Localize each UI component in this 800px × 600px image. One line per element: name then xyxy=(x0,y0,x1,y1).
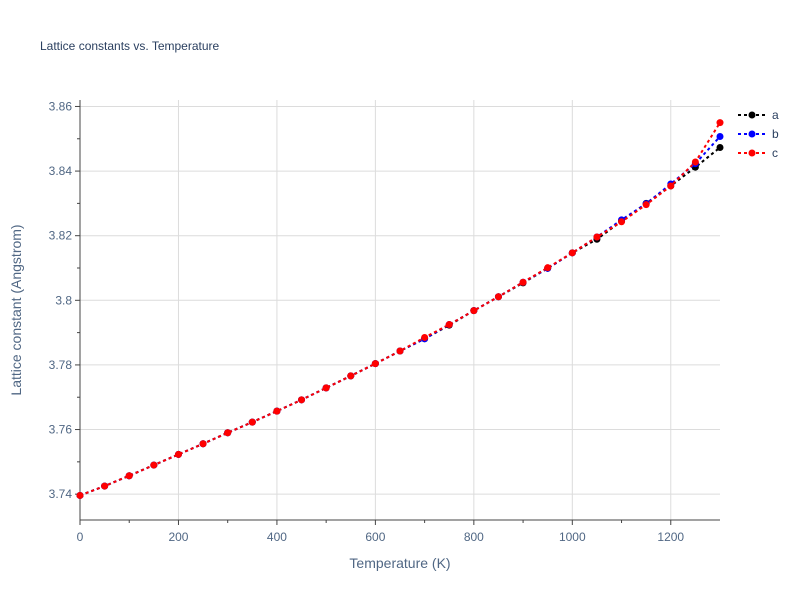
series-line-c xyxy=(79,122,721,497)
data-point-c xyxy=(298,396,306,404)
data-point-c xyxy=(445,321,453,329)
series-c xyxy=(76,119,724,499)
data-point-c xyxy=(593,233,601,241)
series-b xyxy=(76,133,724,499)
legend-label-b: b xyxy=(772,127,779,141)
x-tick-labels: 0 200 400 600 800 1000 1200 xyxy=(77,530,685,544)
y-axis-title: Lattice constant (Angstrom) xyxy=(8,224,24,395)
legend-marker-a xyxy=(748,111,756,119)
y-tick-label: 3.76 xyxy=(49,423,73,437)
legend-item-c[interactable]: c xyxy=(738,146,778,160)
data-point-c xyxy=(125,472,133,480)
data-point-c xyxy=(174,450,182,458)
data-point-c xyxy=(248,418,256,426)
y-tick-label: 3.86 xyxy=(49,99,73,113)
plot-area xyxy=(76,119,724,499)
data-point-c xyxy=(76,491,84,499)
data-point-c xyxy=(519,278,527,286)
data-point-c xyxy=(691,158,699,166)
x-tick-label: 400 xyxy=(267,530,287,544)
x-tick-label: 0 xyxy=(77,530,84,544)
x-axis-title: Temperature (K) xyxy=(349,555,450,571)
x-tick-label: 800 xyxy=(464,530,484,544)
data-point-c xyxy=(371,360,379,368)
data-point-c xyxy=(150,461,158,469)
y-tick-label: 3.8 xyxy=(55,293,72,307)
data-point-c xyxy=(618,218,626,226)
legend-label-a: a xyxy=(772,108,779,122)
legend-item-a[interactable]: a xyxy=(738,108,779,122)
legend-marker-b xyxy=(748,130,756,138)
x-tick-label: 1200 xyxy=(657,530,684,544)
legend-label-c: c xyxy=(772,146,778,160)
legend-marker-c xyxy=(748,149,756,157)
data-point-c xyxy=(396,347,404,355)
series-a xyxy=(76,143,724,499)
y-tick-label: 3.82 xyxy=(49,229,73,243)
y-tick-label: 3.84 xyxy=(49,164,73,178)
legend-item-b[interactable]: b xyxy=(738,127,779,141)
grid-lines xyxy=(79,100,720,520)
data-point-a xyxy=(716,143,724,151)
data-point-c xyxy=(642,201,650,209)
x-tick-label: 600 xyxy=(365,530,385,544)
data-point-c xyxy=(199,440,207,448)
y-tick-label: 3.74 xyxy=(49,487,73,501)
series-line-a xyxy=(79,146,721,497)
series-line-b xyxy=(79,135,721,497)
data-point-c xyxy=(667,182,675,190)
data-point-c xyxy=(568,249,576,257)
data-point-c xyxy=(470,307,478,315)
data-point-c xyxy=(101,482,109,490)
x-tick-label: 1000 xyxy=(559,530,586,544)
data-point-c xyxy=(716,119,724,127)
data-point-c xyxy=(347,372,355,380)
data-point-c xyxy=(544,264,552,272)
legend[interactable]: abc xyxy=(738,108,779,160)
data-point-b xyxy=(716,133,724,141)
y-tick-labels: 3.74 3.76 3.78 3.8 3.82 3.84 3.86 xyxy=(49,99,73,501)
data-point-c xyxy=(322,384,330,392)
data-point-c xyxy=(224,429,232,437)
data-point-c xyxy=(494,293,502,301)
data-point-c xyxy=(273,407,281,415)
chart-title: Lattice constants vs. Temperature xyxy=(40,39,220,53)
axes xyxy=(75,100,720,525)
data-point-c xyxy=(421,333,429,341)
y-tick-label: 3.78 xyxy=(49,358,73,372)
x-tick-label: 200 xyxy=(168,530,188,544)
